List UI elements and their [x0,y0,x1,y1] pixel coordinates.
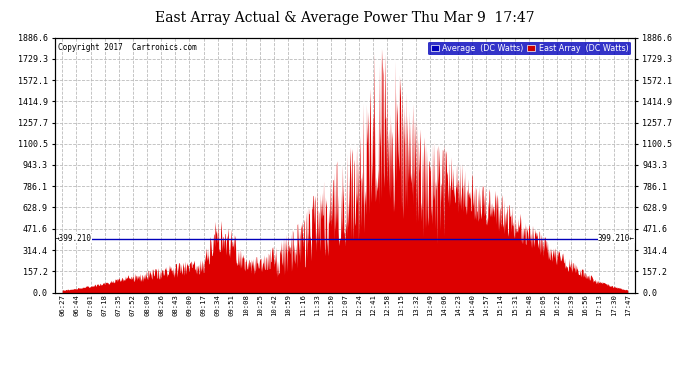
Text: →399.210: →399.210 [55,234,92,243]
Text: 399.210←: 399.210← [598,234,635,243]
Text: Copyright 2017  Cartronics.com: Copyright 2017 Cartronics.com [58,43,197,52]
Text: East Array Actual & Average Power Thu Mar 9  17:47: East Array Actual & Average Power Thu Ma… [155,11,535,25]
Legend: Average  (DC Watts), East Array  (DC Watts): Average (DC Watts), East Array (DC Watts… [428,42,631,56]
